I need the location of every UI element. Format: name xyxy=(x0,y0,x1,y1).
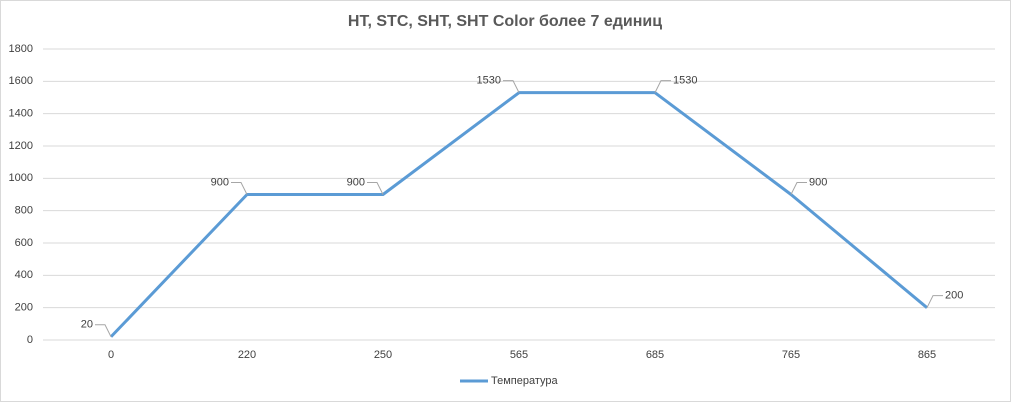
y-tick-label: 800 xyxy=(15,205,33,217)
data-label: 900 xyxy=(809,176,827,188)
x-tick-label: 250 xyxy=(374,349,392,361)
x-tick-label: 220 xyxy=(238,349,256,361)
data-label: 900 xyxy=(211,176,229,188)
y-tick-label: 600 xyxy=(15,237,33,249)
y-tick-label: 0 xyxy=(27,334,33,346)
data-label: 900 xyxy=(347,176,365,188)
data-label: 200 xyxy=(945,290,963,302)
y-tick-label: 1000 xyxy=(9,172,33,184)
x-tick-label: 0 xyxy=(108,349,114,361)
leader-line xyxy=(926,295,943,308)
chart-title: HT, STC, SHT, SHT Color более 7 единиц xyxy=(348,13,662,30)
y-tick-label: 1600 xyxy=(9,75,33,87)
leader-line xyxy=(95,324,112,337)
y-tick-label: 1200 xyxy=(9,140,33,152)
data-label: 1530 xyxy=(477,75,501,87)
legend-label: Температура xyxy=(491,375,559,387)
y-tick-label: 1400 xyxy=(9,108,33,120)
leader-line xyxy=(503,80,520,93)
leader-line xyxy=(654,80,671,93)
x-tick-label: 565 xyxy=(510,349,528,361)
x-tick-label: 865 xyxy=(918,349,936,361)
data-label: 20 xyxy=(81,319,93,331)
x-tick-label: 685 xyxy=(646,349,664,361)
leader-line xyxy=(790,182,807,195)
y-tick-label: 400 xyxy=(15,269,33,281)
y-tick-label: 1800 xyxy=(9,43,33,55)
y-tick-label: 200 xyxy=(15,302,33,314)
x-tick-label: 765 xyxy=(782,349,800,361)
data-label: 1530 xyxy=(673,75,697,87)
leader-line xyxy=(231,182,248,195)
leader-line xyxy=(367,182,384,195)
